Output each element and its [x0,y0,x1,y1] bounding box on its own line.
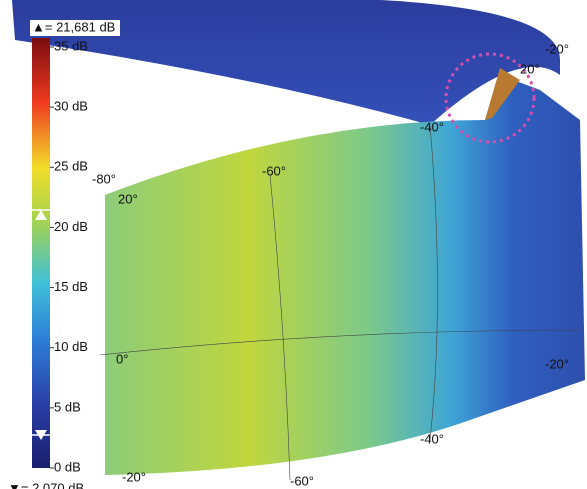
grid-label: -40° [420,119,444,134]
tick-label: 10 dB [54,339,88,354]
grid-label: 0° [116,351,128,366]
grid-label: 20° [118,191,138,206]
tick-label: 20 dB [54,219,88,234]
tick-label: 5 dB [54,399,81,414]
colorbar-ticks: 35 dB 30 dB 25 dB 20 dB 15 dB 10 dB 5 dB 0 dB [50,38,88,474]
plot-view: ▲= 21,681 dB ▼= 2,070 dB 35 dB 30 dB 25 dB… [0,0,587,489]
tick-label: 0 dB [54,459,81,474]
grid-label: -60° [262,163,286,178]
min-marker: ▼= 2,070 dB [8,480,84,489]
grid-label: -80° [92,171,116,186]
grid-label: -20° [545,356,569,371]
tick-label: 35 dB [54,38,88,53]
tick-label: 25 dB [54,159,88,174]
colorbar [32,38,50,468]
max-marker: ▲= 21,681 dB [32,19,115,34]
tick-label: 15 dB [54,279,88,294]
tick-label: 30 dB [54,99,88,114]
grid-label: -20° [122,469,146,484]
grid-label: -40° [420,431,444,446]
grid-label: 20° [520,61,540,76]
grid-label: -20° [545,41,569,56]
grid-label: -60° [290,473,314,488]
